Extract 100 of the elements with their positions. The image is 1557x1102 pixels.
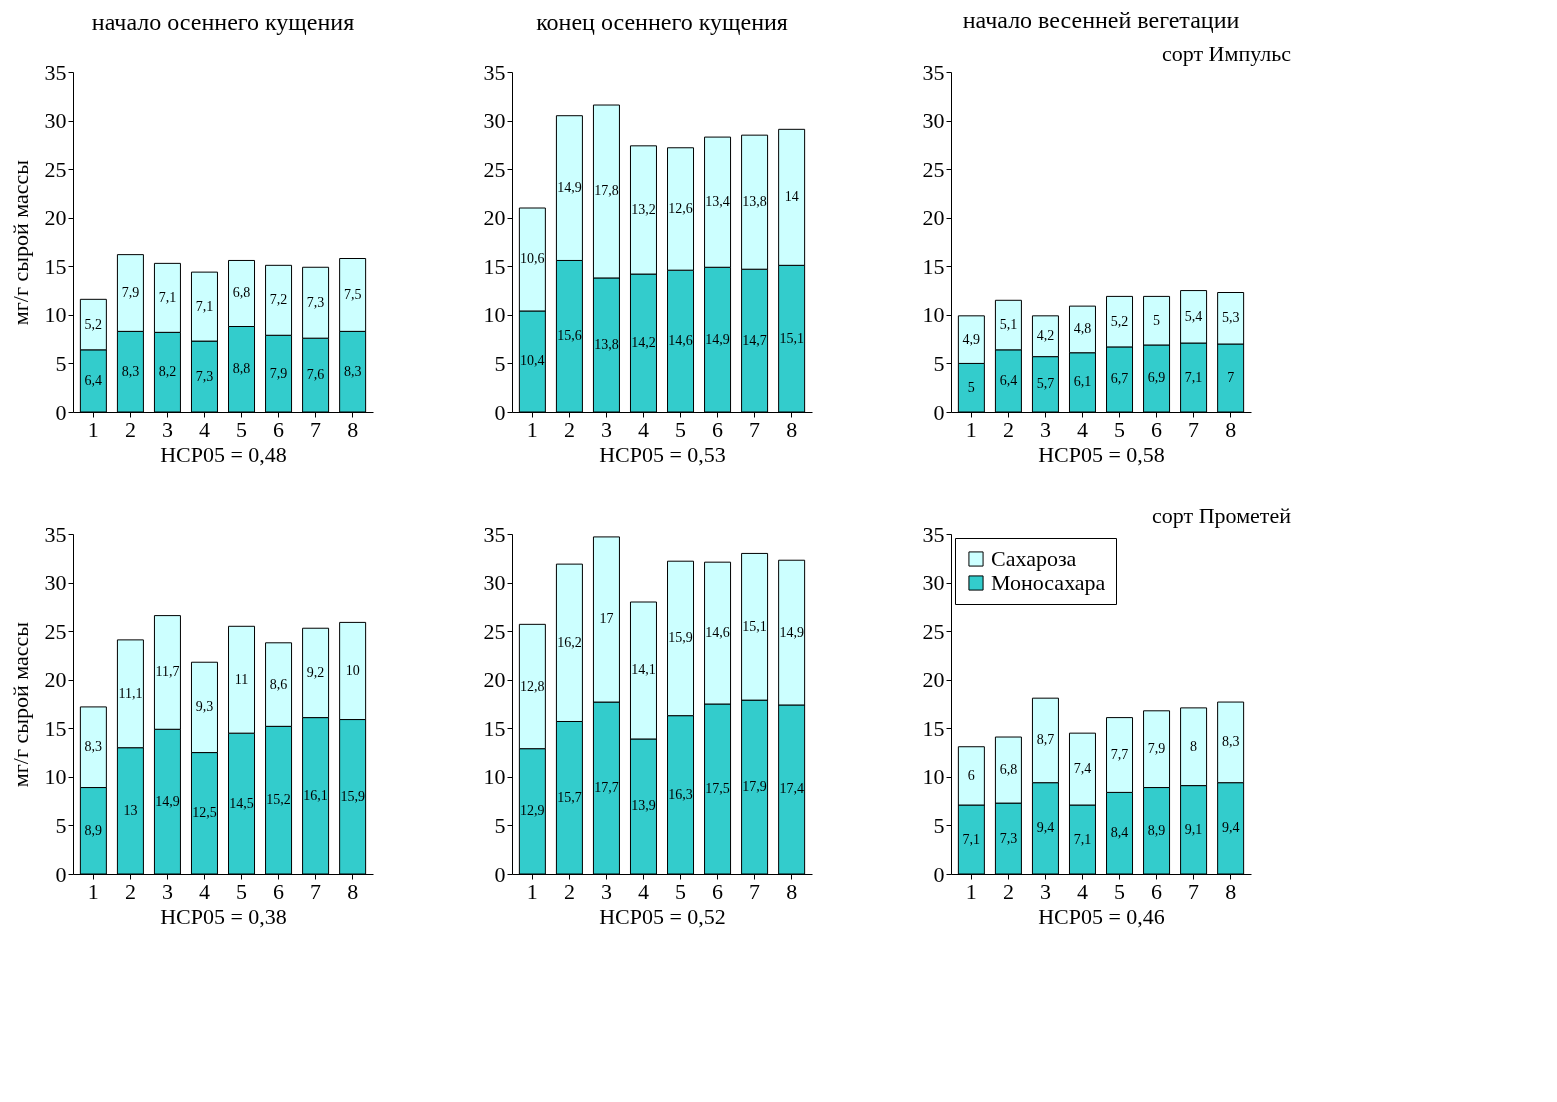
x-tick-label: 7 <box>749 416 761 442</box>
y-tick-label: 0 <box>933 399 945 425</box>
data-label: 5,7 <box>1036 376 1055 392</box>
data-label: 7,4 <box>1073 761 1092 777</box>
data-label: 5,2 <box>1110 313 1129 329</box>
data-label: 9,1 <box>1184 821 1203 837</box>
y-tick-label: 15 <box>922 715 945 741</box>
x-tick-label: 2 <box>1002 878 1014 904</box>
data-label: 7,3 <box>195 368 214 384</box>
x-tick-label: 4 <box>637 878 649 904</box>
data-label: 5,1 <box>999 317 1018 333</box>
y-tick-label: 25 <box>44 156 67 182</box>
x-tick-label: 4 <box>1076 878 1088 904</box>
data-label: 14,9 <box>779 624 804 640</box>
x-tick-label: 8 <box>786 878 798 904</box>
data-label: 9,4 <box>1036 820 1055 836</box>
data-label: 10 <box>345 662 360 678</box>
legend-label: Моносахара <box>991 570 1106 595</box>
y-tick-label: 10 <box>483 302 506 328</box>
legend-label: Сахароза <box>991 546 1077 571</box>
data-label: 6,8 <box>999 762 1018 778</box>
x-tick-label: 3 <box>600 878 612 904</box>
y-tick-label: 10 <box>483 764 506 790</box>
y-tick-label: 25 <box>483 156 506 182</box>
x-tick-label: 1 <box>526 416 538 442</box>
x-tick-label: 8 <box>786 416 798 442</box>
x-tick-label: 2 <box>563 878 575 904</box>
data-label: 17,8 <box>594 183 619 199</box>
y-tick-label: 0 <box>55 861 67 887</box>
y-tick-label: 15 <box>44 715 67 741</box>
y-tick-label: 35 <box>483 521 506 547</box>
data-label: 17,5 <box>705 781 730 796</box>
chart-title: конец осеннего кущения <box>536 9 788 35</box>
x-tick-label: 4 <box>1076 416 1088 442</box>
data-label: 8 <box>1190 738 1198 754</box>
data-label: 12,5 <box>192 805 217 821</box>
data-label: 12,6 <box>668 200 693 216</box>
x-tick-label: 1 <box>965 878 977 904</box>
x-tick-label: 2 <box>124 878 136 904</box>
x-tick-label: 3 <box>161 878 173 904</box>
data-label: 7,5 <box>343 286 362 302</box>
data-label: 8,9 <box>84 822 103 838</box>
data-label: 10,4 <box>520 353 545 369</box>
y-tick-label: 30 <box>922 108 945 134</box>
data-label: 11,7 <box>155 664 180 680</box>
data-label: 7,1 <box>158 289 177 305</box>
data-label: 7,1 <box>962 831 981 847</box>
y-tick-label: 5 <box>55 812 67 838</box>
data-label: 17,7 <box>594 780 619 796</box>
y-tick-label: 35 <box>44 521 67 547</box>
x-tick-label: 5 <box>236 878 248 904</box>
x-tick-label: 1 <box>87 416 99 442</box>
data-label: 7,1 <box>1184 369 1203 385</box>
data-label: 16,3 <box>668 786 693 802</box>
y-tick-label: 0 <box>933 861 945 887</box>
data-label: 15,2 <box>266 792 291 808</box>
y-tick-label: 20 <box>483 205 506 231</box>
data-label: 8,2 <box>158 364 177 380</box>
data-label: 4,2 <box>1036 328 1055 344</box>
x-axis-title: НСР05 = 0,48 <box>160 441 287 467</box>
x-axis-title: НСР05 = 0,38 <box>160 903 287 929</box>
data-label: 13,2 <box>631 201 656 217</box>
x-tick-label: 4 <box>637 416 649 442</box>
y-tick-label: 30 <box>44 108 67 134</box>
x-tick-label: 7 <box>1188 878 1200 904</box>
x-tick-label: 5 <box>675 878 687 904</box>
data-label: 14 <box>784 189 799 205</box>
data-label: 7,1 <box>1073 831 1092 847</box>
y-tick-label: 30 <box>44 570 67 596</box>
y-tick-label: 15 <box>922 253 945 279</box>
x-axis-title: НСР05 = 0,58 <box>1038 441 1165 467</box>
y-tick-label: 30 <box>483 108 506 134</box>
data-label: 13,4 <box>705 194 730 210</box>
y-tick-label: 35 <box>922 521 945 547</box>
x-tick-label: 3 <box>1039 878 1051 904</box>
x-tick-label: 7 <box>310 878 322 904</box>
y-tick-label: 10 <box>44 764 67 790</box>
data-label: 15,7 <box>557 789 582 805</box>
x-axis-title: НСР05 = 0,53 <box>599 441 726 467</box>
x-tick-label: 2 <box>124 416 136 442</box>
x-tick-label: 5 <box>1114 416 1126 442</box>
data-label: 7,3 <box>306 294 325 310</box>
y-tick-label: 5 <box>55 350 67 376</box>
data-label: 7 <box>1227 370 1235 385</box>
data-label: 15,9 <box>340 788 365 804</box>
data-label: 7,1 <box>195 298 214 314</box>
x-tick-label: 7 <box>310 416 322 442</box>
y-tick-label: 20 <box>44 205 67 231</box>
y-tick-label: 25 <box>44 618 67 644</box>
data-label: 15,6 <box>557 328 582 344</box>
x-tick-label: 2 <box>563 416 575 442</box>
y-tick-label: 25 <box>922 618 945 644</box>
data-label: 8,8 <box>232 361 251 377</box>
data-label: 4,9 <box>962 331 981 347</box>
y-tick-label: 15 <box>483 253 506 279</box>
data-label: 6,9 <box>1147 370 1166 386</box>
y-tick-label: 10 <box>922 302 945 328</box>
y-tick-label: 30 <box>483 570 506 596</box>
data-label: 7,3 <box>999 830 1018 846</box>
x-tick-label: 4 <box>198 878 210 904</box>
